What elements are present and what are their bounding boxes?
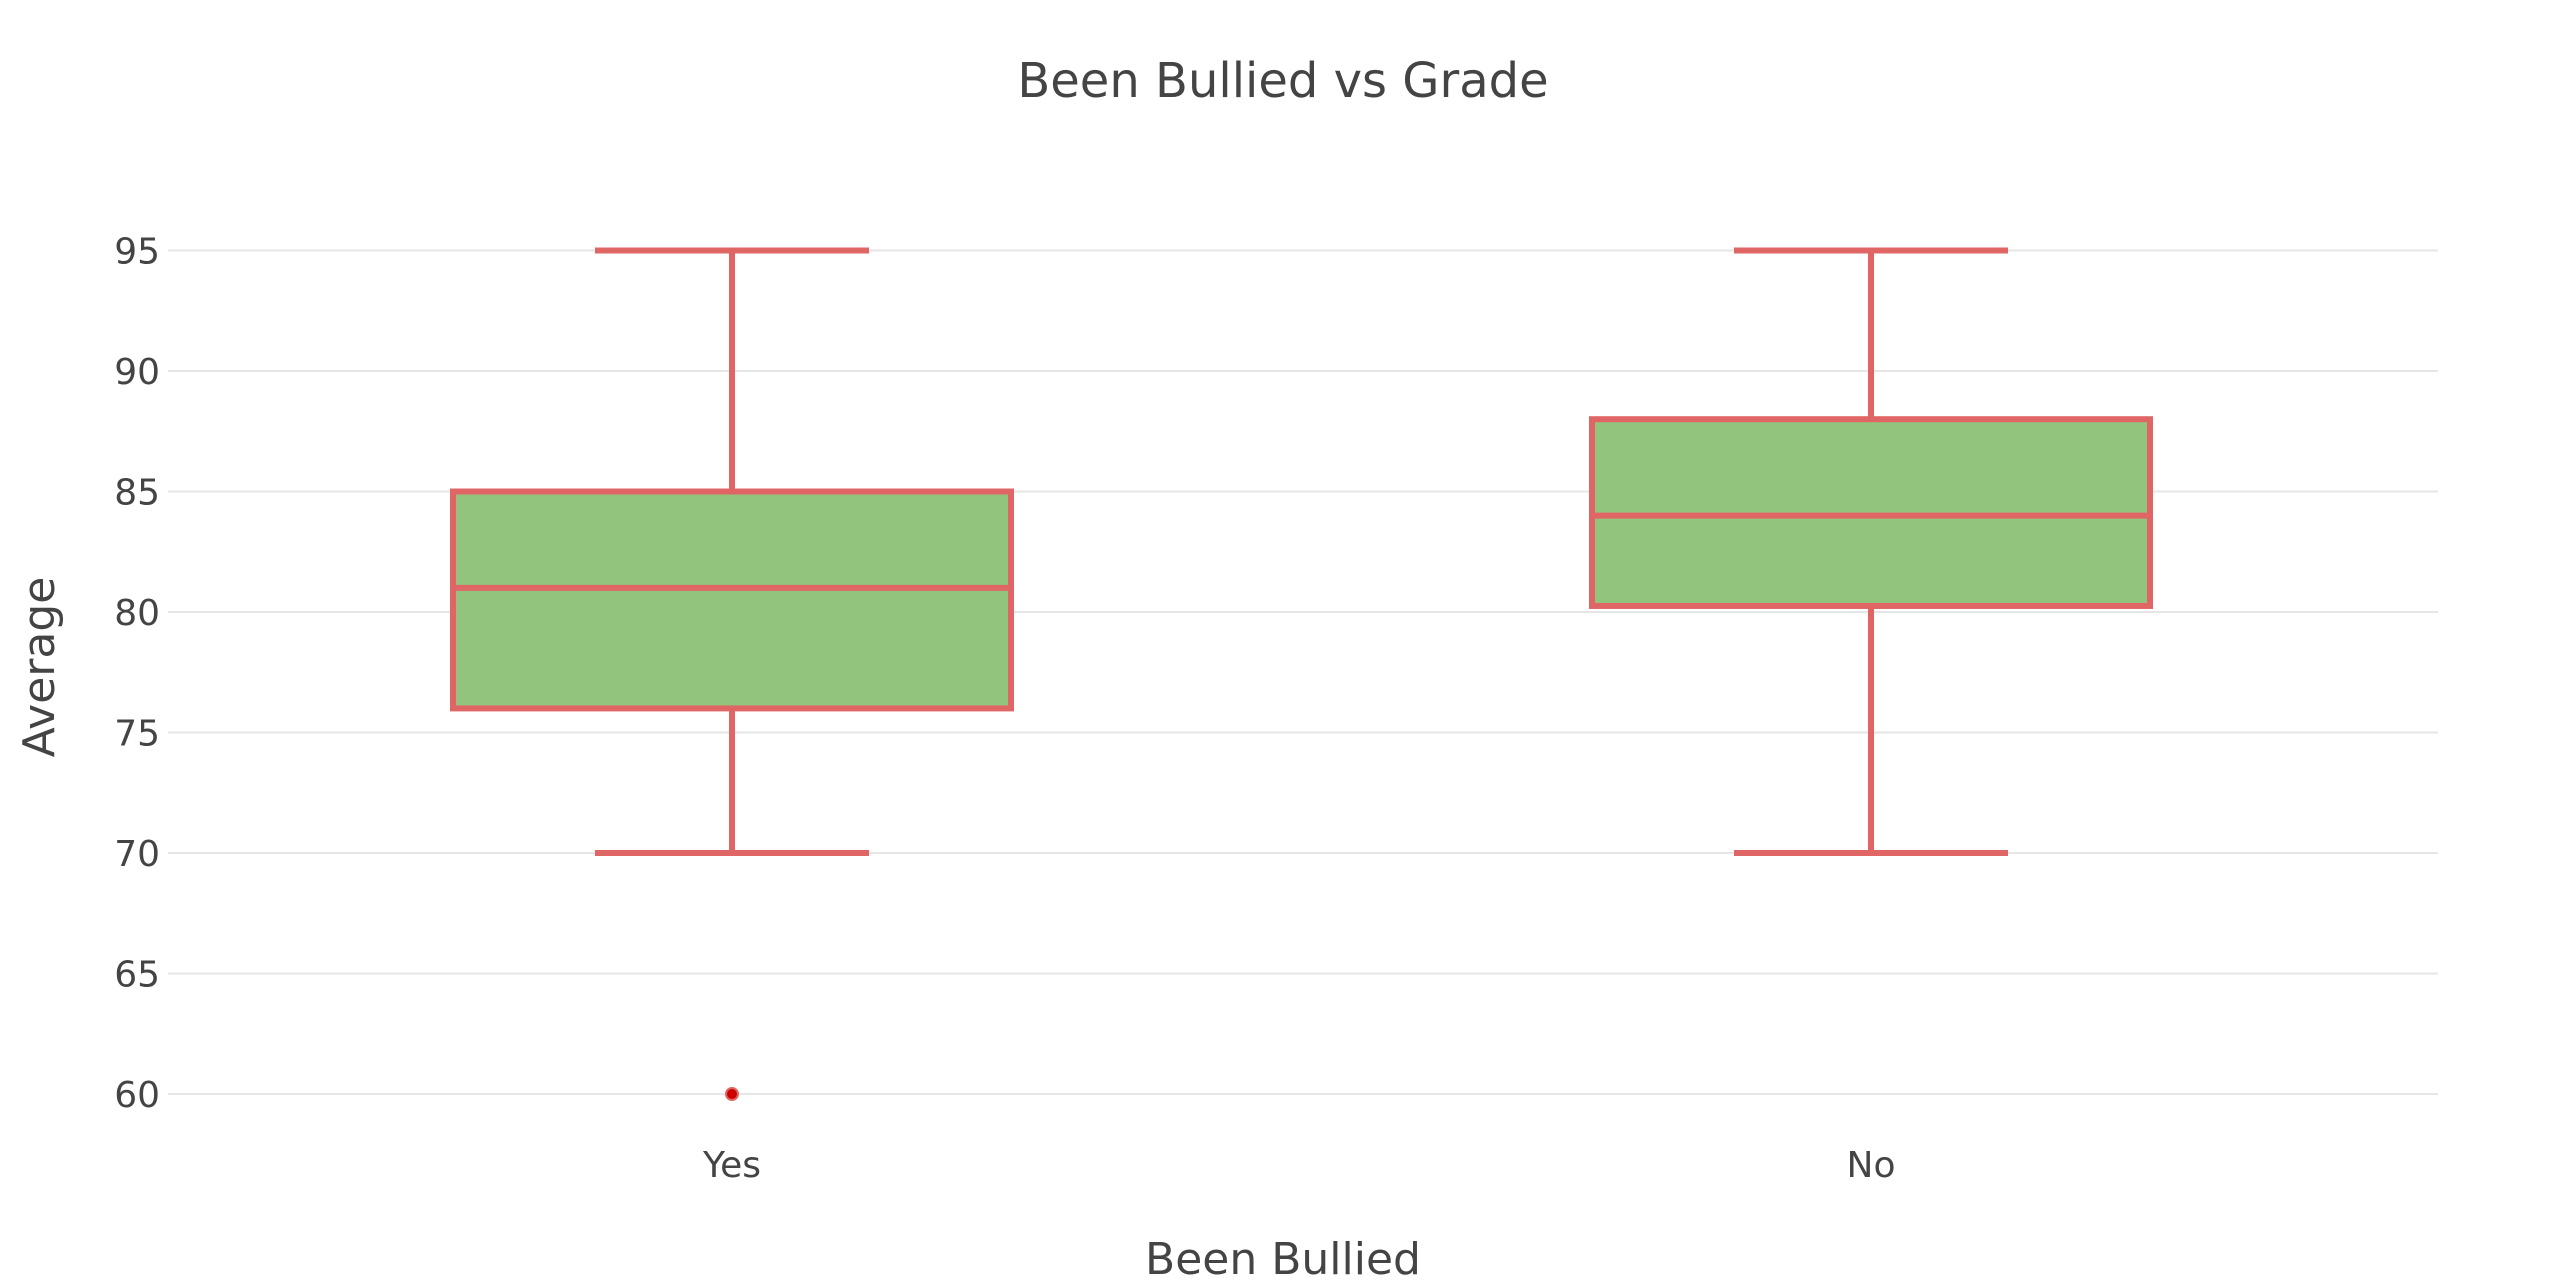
chart-title: Been Bullied vs Grade	[1017, 53, 1548, 109]
x-category-labels: Yes No	[702, 1145, 1896, 1186]
box-plot-no	[1589, 247, 2153, 856]
y-axis-title: Average	[14, 577, 65, 758]
y-tick-label: 95	[114, 232, 160, 273]
x-category-label: No	[1847, 1145, 1896, 1186]
outlier-point	[725, 1087, 739, 1101]
box-plot-yes	[450, 247, 1014, 1101]
y-tick-label: 65	[114, 955, 160, 996]
y-tick-labels: 60 65 70 75 80 85 90 95	[114, 232, 160, 1117]
y-tick-label: 80	[114, 593, 160, 634]
y-tick-label: 70	[114, 834, 160, 875]
box-plots	[450, 247, 2153, 1101]
iqr-box	[1589, 416, 2153, 609]
y-tick-label: 90	[114, 352, 160, 393]
y-tick-label: 85	[114, 473, 160, 514]
x-axis-title: Been Bullied	[1145, 1234, 1421, 1284]
iqr-box	[450, 488, 1014, 712]
y-tick-label: 75	[114, 714, 160, 755]
y-tick-label: 60	[114, 1075, 160, 1116]
x-category-label: Yes	[702, 1145, 761, 1186]
